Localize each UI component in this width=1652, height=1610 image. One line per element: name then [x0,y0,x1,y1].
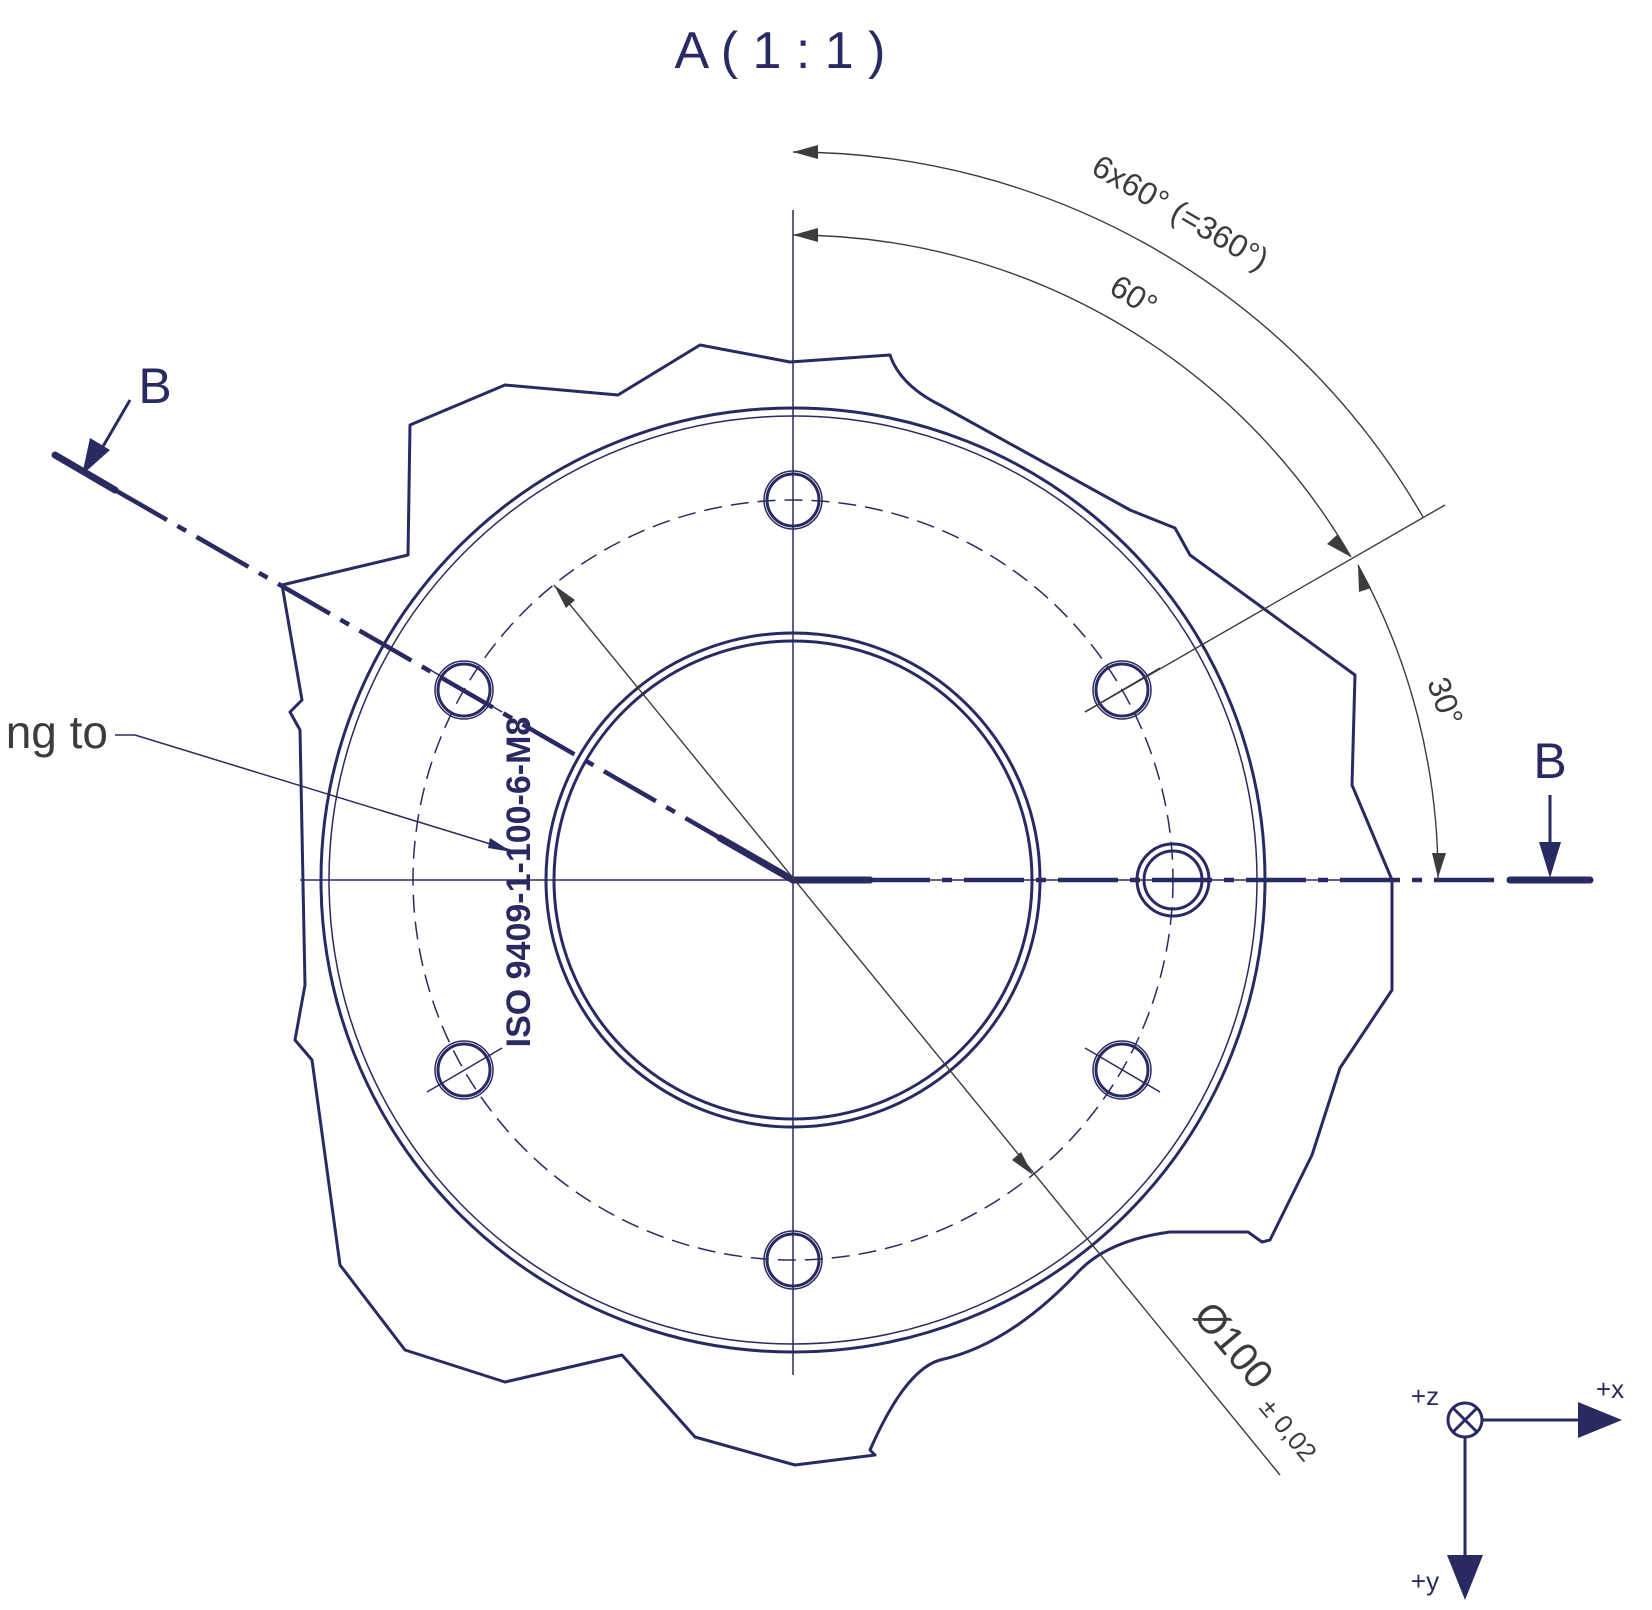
bolt-hole-upper-left [434,660,494,720]
bolt-hole-lower-right [1092,1040,1152,1100]
diameter-label: Ø100 [1185,1294,1282,1397]
diameter-dimension-line [553,584,1281,1476]
bolt-hole-lower-left [434,1040,494,1100]
x-axis-label: +x [1596,1374,1624,1404]
hole-axis-lower-right [1084,1047,1161,1093]
pitch-angle-arrow-top [793,228,818,242]
section-line-b [51,451,1594,884]
pattern-angle-arrow [793,145,818,159]
pattern-angle-label: 6x60° (=360°) [1086,148,1275,278]
offset-angle-arrow-top [1358,565,1371,592]
diameter-arrow-upper [554,585,575,608]
offset-angle-arrow-bottom [1432,853,1446,878]
angle-extension-line [1084,504,1446,713]
diameter-arrow-lower [1012,1152,1033,1175]
bolt-hole-upper-right [1092,660,1152,720]
y-axis-label: +y [1411,1566,1439,1596]
section-label-left: B [138,358,171,414]
pattern-angle-arc [792,151,1424,518]
section-arrow-right [1539,795,1561,878]
x-axis-arrow [1578,1402,1622,1438]
section-arrow-left [82,399,132,475]
z-axis-into-page-icon [1446,1401,1484,1439]
pitch-angle-arc [792,234,1352,558]
flange-marking: ISO 9409-1-100-6-M8 [500,717,538,1048]
diameter-label-group: Ø100 ± 0,02 [1185,1294,1323,1467]
hole-axis-lower-left [426,1047,503,1093]
leader-note: ng to [6,706,108,758]
coordinate-system [1446,1401,1622,1600]
offset-angle-label: 30° [1420,672,1470,730]
offset-angle-arc [1357,564,1439,881]
z-axis-label: +z [1411,1381,1439,1411]
section-label-right: B [1533,733,1566,789]
y-axis-arrow [1447,1555,1483,1600]
leader-arrow [488,838,512,852]
pitch-angle-arrow-end [1327,534,1351,557]
view-title: A ( 1 : 1 ) [675,22,886,80]
pitch-angle-label: 60° [1104,268,1164,324]
leader-line-angled [134,734,511,851]
part-outline [280,343,1394,1467]
